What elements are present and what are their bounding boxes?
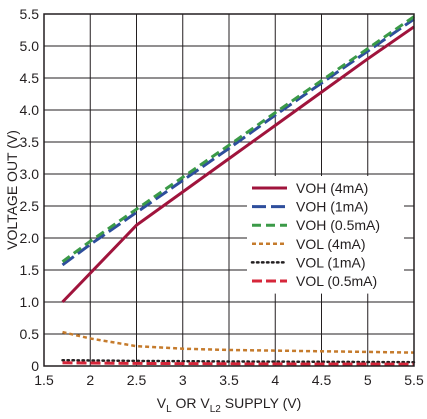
y-tick-label: 3.5 [20,134,40,150]
legend-label-3: VOH (0.5mA) [296,217,380,233]
x-tick-label: 2 [86,372,94,388]
y-tick-label: 0 [31,358,39,374]
y-tick-label: 4.5 [20,70,40,86]
y-tick-label: 2.5 [20,198,40,214]
x-axis-title-sub2: L2 [210,404,222,415]
plot-frame [43,13,415,367]
legend: VOH (4mA) VOH (1mA) VOH (0.5mA) VOL (4mA) VO… [247,176,404,294]
x-tick-label: 4 [271,372,279,388]
legend-label-1: VOH (4mA) [296,180,368,196]
x-tick-label: 5.5 [404,372,424,388]
legend-label-2: VOH (1mA) [296,199,368,215]
x-tick-label: 4.5 [312,372,332,388]
x-tick-label: 1.5 [34,372,54,388]
legend-label-5: VOL (1mA) [296,254,366,270]
series-line-5 [61,358,416,364]
x-axis-title: VL OR VL2 SUPPLY (V) [157,395,302,415]
x-tick-label: 3.5 [219,372,239,388]
series-line-3 [61,15,415,263]
x-tick-label: 2.5 [127,372,147,388]
series-line-2 [61,17,415,267]
x-axis-title-main: V [157,395,167,411]
y-tick-label: 4.0 [20,102,40,118]
series-line-1 [61,25,415,304]
x-tick-label: 5 [364,372,372,388]
x-axis-title-end: SUPPLY (V) [221,395,301,411]
x-tick-label: 3 [179,372,187,388]
series-line-6 [62,361,415,366]
legend-label-6: VOL (0.5mA) [296,273,377,289]
tick-labels: 1.5 2 2.5 3 3.5 4 4.5 5 5.5 0 0.5 1.0 1.5 2.0 2.5 3.0 3.… [20,6,424,388]
x-axis-title-sub1: L [166,404,172,415]
y-tick-label: 2.0 [20,230,40,246]
y-tick-label: 5.5 [20,6,40,22]
x-axis-title-mid: OR V [172,395,211,411]
series-layer [61,15,416,366]
legend-background [247,176,404,294]
legend-label-4: VOL (4mA) [296,236,366,252]
y-tick-label: 0.5 [20,326,40,342]
series-line-4 [62,330,415,354]
y-tick-label: 5.0 [20,38,40,54]
y-axis-title: VOLTAGE OUT (V) [4,130,20,250]
y-tick-label: 3.0 [20,166,40,182]
y-tick-label: 1.0 [20,294,40,310]
y-tick-label: 1.5 [20,262,40,278]
